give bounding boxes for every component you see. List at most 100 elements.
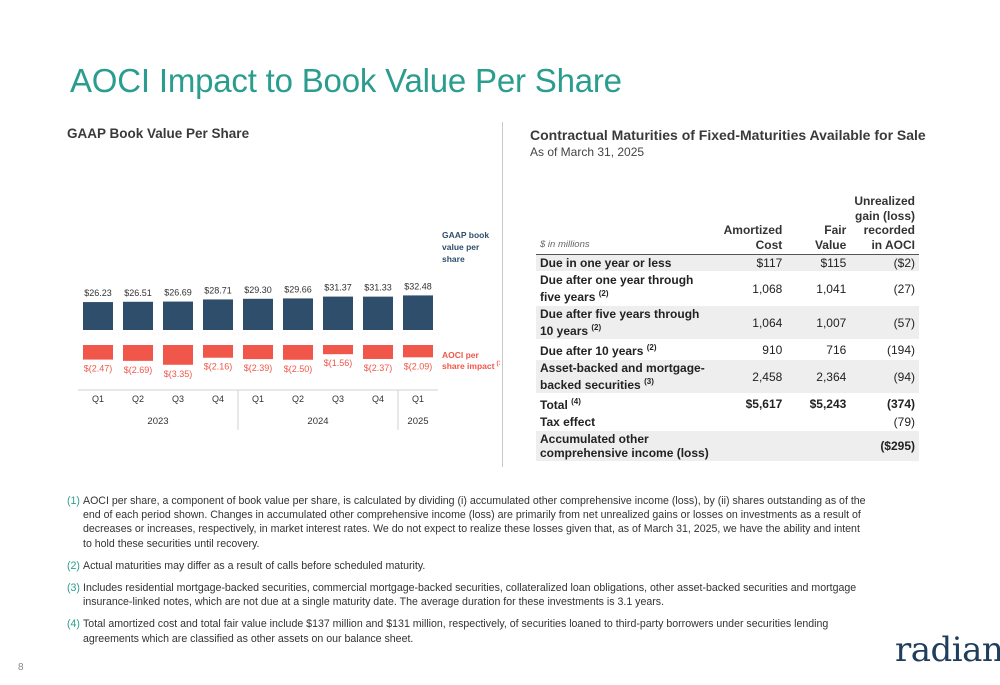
aoci-label: $(2.16) [204,362,233,372]
x-tick-label: Q3 [332,394,344,404]
table-row-aoci: Accumulated other comprehensive income (… [536,430,919,462]
book-value-label: $26.51 [124,288,152,298]
footnote-text: Total amortized cost and total fair valu… [83,618,829,645]
row-label: Accumulated other comprehensive income (… [536,430,720,462]
cell-unrealized: (94) [850,359,919,394]
aoci-bar [363,345,393,359]
x-tick-label: Q4 [372,394,384,404]
book-value-bar [163,301,193,330]
x-tick-label: Q1 [412,394,424,404]
aoci-bar [203,345,233,358]
row-label: Tax effect [536,413,720,431]
row-label: Due in one year or less [540,256,672,270]
radian-logo: radian [895,630,1000,670]
book-value-bar [363,296,393,330]
x-tick-label: Q2 [292,394,304,404]
book-value-label: $26.69 [164,288,192,298]
book-value-bar [83,302,113,330]
cell-unrealized: ($2) [850,254,919,272]
aoci-bar [163,345,193,365]
table-row: Due after five years through 10 years (2… [536,305,919,340]
aoci-label: $(3.35) [164,369,193,379]
x-tick-label: Q1 [252,394,264,404]
cell-unrealized: ($295) [850,430,919,462]
aoci-label: $(2.47) [84,364,113,374]
year-group-label: 2024 [307,416,328,427]
footnote: (1) AOCI per share, a component of book … [67,494,867,551]
cell-unrealized: (374) [850,393,919,414]
footnote-text: Actual maturities may differ as a result… [83,559,426,572]
cell-amortized: 1,064 [719,305,787,340]
aoci-label: $(2.37) [364,363,393,373]
footnote: (4) Total amortized cost and total fair … [67,617,867,645]
book-value-bar [203,299,233,330]
book-value-label: $29.66 [284,284,312,294]
table-row: Due after one year through five years (2… [536,271,919,306]
legend-book-value: value per [442,242,480,252]
row-label: Due after 10 years [540,344,644,358]
aoci-label: $(2.39) [244,363,273,373]
page-number: 8 [18,662,24,673]
row-footnote-ref: (2) [591,323,602,332]
legend-footnote-ref: (1) [496,361,500,367]
footnote: (2) Actual maturities may differ as a re… [67,559,867,573]
cell-fair: 716 [786,339,851,360]
aoci-bar [123,345,153,361]
cell-unrealized: (194) [850,339,919,360]
cell-unrealized: (57) [850,305,919,340]
table-row-tax: Tax effect (79) [536,413,919,431]
header-unrealized: Unrealized gain (loss) recorded in AOCI [850,192,919,255]
cell-amortized: $5,617 [719,393,787,414]
legend-aoci: AOCI per [442,350,480,360]
cell-amortized: 2,458 [719,359,787,394]
row-footnote-ref: (3) [644,377,654,386]
book-value-label: $29.30 [244,285,272,295]
book-value-label: $26.23 [84,288,112,298]
maturities-table: $ in millions Amortized Cost Fair Value … [536,192,919,462]
aoci-bar [283,345,313,360]
table-row: Asset-backed and mortgage-backed securit… [536,359,919,394]
book-value-bar [403,295,433,330]
cell-fair: $5,243 [786,393,851,414]
row-label: Asset-backed and mortgage-backed securit… [540,361,705,392]
book-value-chart: $26.23 $(2.47) Q1 $26.51 $(2.69) Q2 $26.69 $(3.… [78,230,500,430]
table-row: Due in one year or less $117 $115 ($2) [536,254,919,272]
cell-fair: 1,041 [786,271,851,306]
legend-book-value: GAAP book [442,230,489,240]
footnote-text: Includes residential mortgage-backed sec… [83,582,857,609]
legend-aoci: share impact(1) [442,361,500,371]
page-title: AOCI Impact to Book Value Per Share [70,62,622,99]
footnote-number: (4) [67,618,80,631]
header-fair-value: Fair Value [786,192,851,255]
x-tick-label: Q3 [172,394,184,404]
aoci-label: $(2.09) [404,361,433,371]
footnote-text: AOCI per share, a component of book valu… [83,495,866,550]
cell-unrealized: (27) [850,271,919,306]
aoci-label: $(1.56) [324,358,353,368]
row-footnote-ref: (2) [646,343,657,352]
footnote-number: (2) [67,559,80,572]
cell-fair: $115 [786,254,851,272]
book-value-bar [283,298,313,330]
footnote: (3) Includes residential mortgage-backed… [67,581,867,609]
cell-amortized: 1,068 [719,271,787,306]
row-label: Due after one year through five years [540,273,694,304]
table-subtitle: As of March 31, 2025 [530,145,645,159]
cell-amortized: 910 [719,339,787,360]
row-footnote-ref: (2) [598,289,609,298]
units-label: $ in millions [536,192,720,255]
table-row: Due after 10 years (2) 910 716 (194) [536,339,919,360]
section-divider [502,122,503,467]
aoci-bar [83,345,113,360]
aoci-label: $(2.69) [124,365,153,375]
cell-amortized: $117 [719,254,787,272]
footnotes: (1) AOCI per share, a component of book … [67,494,867,654]
legend-book-value: share [442,254,465,264]
x-tick-label: Q4 [212,394,224,404]
table-row-total: Total (4) $5,617 $5,243 (374) [536,393,919,414]
book-value-label: $31.37 [324,283,352,293]
aoci-label: $(2.50) [284,364,313,374]
book-value-label: $32.48 [404,281,432,291]
row-label: Due after five years through 10 years [540,307,700,338]
book-value-label: $28.71 [204,285,232,295]
